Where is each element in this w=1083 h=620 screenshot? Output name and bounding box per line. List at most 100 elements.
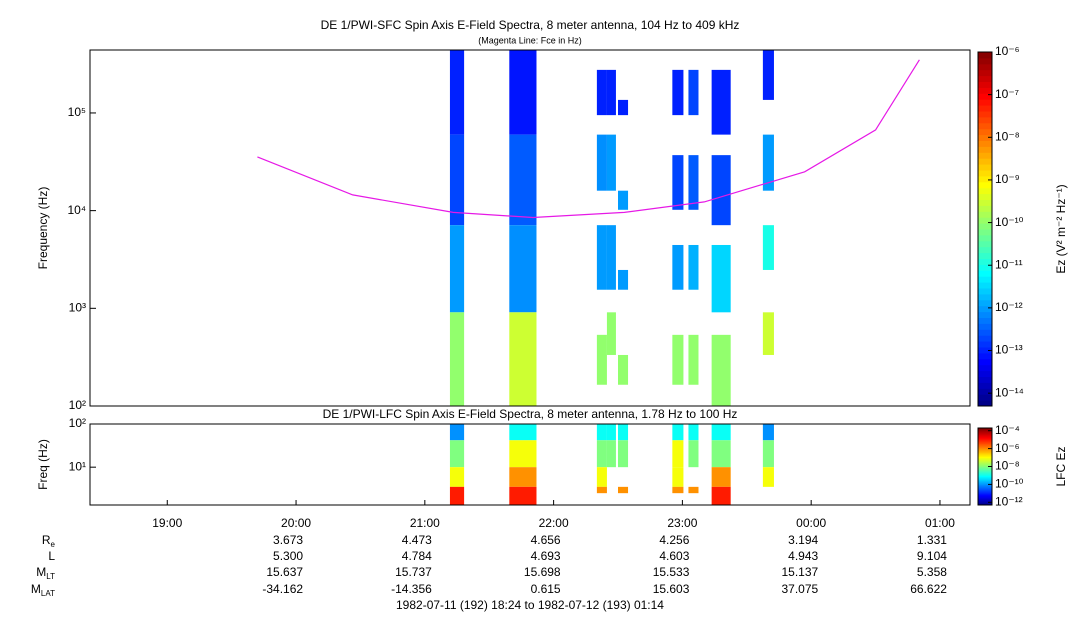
colorbar-swatch	[978, 299, 992, 307]
spectrogram-cell	[762, 134, 774, 191]
spectrogram-cell	[596, 467, 607, 487]
colorbar-swatch	[978, 116, 992, 124]
spectrogram-cell	[762, 312, 774, 355]
colorbar-swatch	[978, 434, 992, 437]
colorbar-swatch	[978, 480, 992, 483]
spectrogram-cell	[688, 440, 699, 468]
colorbar-swatch	[978, 400, 992, 407]
colorbar-swatch	[978, 347, 992, 354]
spectrogram-cell	[618, 190, 629, 210]
colorbar-swatch	[978, 193, 992, 200]
colorbar-swatch	[978, 111, 992, 118]
table-cell: 15.137	[781, 565, 818, 579]
colorbar-swatch	[978, 471, 992, 474]
colorbar-swatch	[978, 181, 992, 189]
spectrogram-cell	[509, 312, 537, 406]
colorbar-swatch	[978, 293, 992, 301]
spectrogram-cell	[606, 134, 616, 191]
colorbar-tick-label: 10⁻¹²	[995, 494, 1023, 508]
x-tick-label: 20:00	[281, 516, 311, 530]
colorbar-swatch	[978, 234, 992, 242]
y-tick-label: 10²	[69, 398, 86, 412]
colorbar-swatch	[978, 140, 992, 147]
colorbar-swatch	[978, 199, 992, 206]
spectrogram-cell	[449, 225, 465, 313]
spectrogram-cell	[711, 486, 731, 505]
chart-title: DE 1/PWI-SFC Spin Axis E-Field Spectra, …	[321, 18, 740, 32]
colorbar-swatch	[978, 481, 992, 484]
spectrogram-cell	[449, 134, 465, 226]
colorbar-swatch	[978, 323, 992, 330]
table-cell: -34.162	[262, 582, 303, 596]
colorbar-swatch	[978, 438, 992, 441]
colorbar-swatch	[978, 75, 992, 82]
colorbar-swatch	[978, 270, 992, 277]
row-label: Re	[42, 533, 56, 549]
colorbar-swatch	[978, 494, 992, 497]
colorbar-swatch	[978, 465, 992, 467]
colorbar-swatch	[978, 479, 992, 482]
colorbar-swatch	[978, 358, 992, 366]
spectrogram-cell	[606, 312, 616, 355]
colorbar-swatch	[978, 105, 992, 112]
colorbar-swatch	[978, 305, 992, 313]
spectrogram-cell	[596, 134, 607, 191]
table-cell: 15.637	[266, 565, 303, 579]
colorbar-swatch	[978, 461, 992, 464]
row-label-sub: LT	[46, 572, 55, 581]
spectrogram-cell	[762, 225, 774, 270]
x-tick-label: 21:00	[410, 516, 440, 530]
colorbar-swatch	[978, 443, 992, 446]
colorbar-swatch	[978, 490, 992, 493]
spectrogram-cell	[688, 424, 699, 441]
spectrogram-cell	[606, 424, 616, 441]
colorbar-swatch	[978, 456, 992, 459]
spectrogram-cell	[672, 467, 684, 487]
spectrogram-cell	[618, 486, 629, 494]
colorbar-swatch	[978, 175, 992, 183]
row-label-main: L	[48, 549, 55, 563]
colorbar-swatch	[978, 502, 992, 505]
chart-title: DE 1/PWI-LFC Spin Axis E-Field Spectra, …	[323, 407, 738, 421]
colorbar-swatch	[978, 317, 992, 324]
colorbar-swatch	[978, 276, 992, 283]
colorbar-tick-label: 10⁻¹³	[995, 343, 1023, 357]
colorbar-swatch	[978, 489, 992, 492]
spectrogram-cell	[711, 155, 731, 226]
spectrogram-cell	[711, 334, 731, 406]
spectrogram-cell	[449, 312, 465, 406]
colorbar-swatch	[978, 469, 992, 471]
row-label-sub: LAT	[41, 589, 55, 598]
colorbar-tick-label: 10⁻¹²	[995, 300, 1023, 314]
colorbar-swatch	[978, 329, 992, 336]
colorbar-swatch	[978, 440, 992, 443]
table-cell: 5.358	[917, 565, 947, 579]
plot-frame	[89, 423, 971, 506]
x-tick-label: 19:00	[152, 516, 182, 530]
colorbar-swatch	[978, 453, 992, 456]
spectrogram-cell	[672, 424, 684, 441]
colorbar-swatch	[978, 435, 992, 438]
colorbar-swatch	[978, 205, 992, 212]
colorbar-swatch	[978, 69, 992, 77]
row-label: MLT	[36, 565, 55, 581]
colorbar-tick-label: 10⁻⁴	[995, 423, 1020, 437]
spectrogram-cell	[762, 467, 774, 487]
colorbar-swatch	[978, 448, 992, 451]
table-cell: 1.331	[917, 533, 947, 547]
colorbar-swatch	[978, 501, 992, 503]
table-cell: 4.473	[402, 533, 432, 547]
colorbar-swatch	[978, 81, 992, 88]
colorbar-swatch	[978, 223, 992, 230]
spectrogram-cell	[762, 440, 774, 468]
spectrogram-cell	[618, 424, 629, 441]
colorbar-tick-label: 10⁻⁸	[995, 459, 1020, 473]
colorbar-tick-label: 10⁻⁸	[995, 129, 1020, 143]
colorbar-tick-label: 10⁻⁷	[995, 87, 1019, 101]
table-cell: 66.622	[910, 582, 947, 596]
x-tick-label: 01:00	[925, 516, 955, 530]
spectrogram-cell	[509, 424, 537, 441]
colorbar-swatch	[978, 388, 992, 395]
spectrogram-cell	[688, 155, 699, 210]
